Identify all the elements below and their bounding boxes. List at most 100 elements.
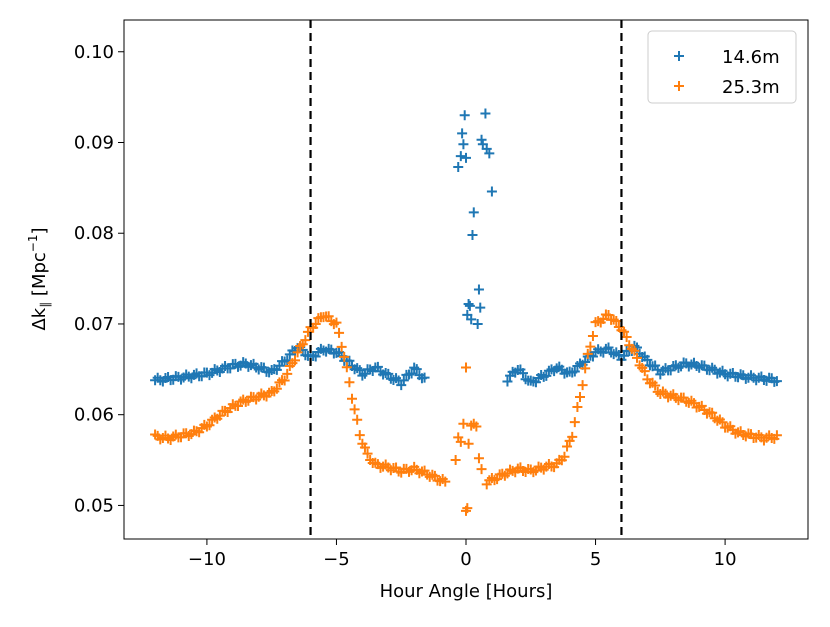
data-point [464, 300, 475, 311]
legend-marker [674, 81, 684, 91]
data-point [362, 448, 373, 459]
x-tick-label: −5 [323, 549, 350, 570]
data-point [463, 298, 474, 309]
data-point [717, 417, 728, 428]
y-tick-label: 0.08 [74, 223, 114, 244]
data-point [440, 476, 451, 487]
data-point [541, 370, 552, 381]
data-point [341, 362, 352, 373]
data-point [642, 354, 653, 365]
data-point [450, 455, 461, 466]
data-point [582, 348, 593, 359]
data-point [502, 376, 513, 387]
data-point [771, 430, 782, 441]
data-point [771, 376, 782, 387]
y-axis-label-subscript: ∥ [38, 302, 52, 308]
data-point [398, 375, 409, 386]
data-point [603, 342, 614, 353]
series-25.3m [150, 309, 782, 516]
data-point [569, 366, 580, 377]
x-axis-label: Hour Angle [Hours] [380, 581, 553, 602]
data-point [611, 315, 622, 326]
data-point [575, 391, 585, 402]
x-tick-label: 5 [590, 549, 601, 570]
data-point [471, 421, 482, 432]
data-point [484, 148, 495, 159]
data-point [569, 417, 580, 428]
data-point [466, 314, 477, 325]
data-point [585, 341, 596, 352]
data-point [300, 335, 311, 346]
legend: 14.6m 25.3m [647, 30, 797, 104]
data-point [336, 341, 347, 352]
legend-label: 14.6m [722, 47, 780, 68]
data-marks [150, 108, 782, 516]
data-point [473, 284, 484, 295]
legend-box [647, 30, 797, 104]
data-point [461, 362, 471, 373]
data-point [567, 431, 578, 442]
data-point [453, 161, 464, 172]
data-point [559, 451, 570, 462]
data-point [639, 366, 650, 377]
data-point [292, 347, 303, 358]
y-tick-label: 0.10 [74, 42, 114, 63]
data-point [344, 377, 355, 388]
y-axis-label-units: [Mpc [29, 252, 50, 302]
data-point [587, 331, 598, 342]
data-point [349, 404, 360, 415]
y-tick-label: 0.05 [74, 495, 114, 516]
data-point [480, 108, 491, 119]
data-point [419, 372, 430, 383]
data-point [580, 363, 591, 374]
y-tick-label: 0.07 [74, 314, 114, 335]
y-tick-label: 0.06 [74, 405, 114, 426]
data-point [406, 368, 417, 379]
data-point [562, 441, 573, 452]
data-point [204, 420, 215, 431]
data-point [354, 430, 365, 441]
data-point [650, 380, 661, 391]
data-point [282, 368, 293, 379]
y-axis-label: Δk∥ [Mpc−1] [26, 227, 52, 330]
data-point [344, 355, 355, 366]
data-point [475, 302, 486, 313]
y-axis-label-base: Δk [29, 307, 50, 330]
data-point [472, 318, 483, 329]
legend-marker [674, 51, 684, 61]
legend-label: 25.3m [722, 77, 780, 98]
data-point [473, 453, 484, 464]
data-point [476, 134, 487, 145]
legend-item: 14.6m [674, 47, 780, 68]
data-point [352, 414, 363, 425]
vertical-lines [309, 20, 623, 539]
data-point [632, 352, 642, 363]
x-axis-ticks: −10 −5 0 5 10 [188, 539, 737, 570]
y-axis-label-close: ] [29, 227, 50, 234]
data-point [459, 110, 470, 121]
x-tick-label: −10 [188, 549, 226, 570]
data-point [577, 380, 588, 391]
x-tick-label: 0 [460, 549, 471, 570]
data-point [271, 383, 282, 394]
data-point [455, 151, 466, 162]
data-point [310, 318, 321, 329]
data-point [359, 442, 370, 453]
y-tick-label: 0.09 [74, 132, 114, 153]
data-point [629, 345, 640, 356]
data-point [347, 393, 357, 404]
data-point [339, 351, 350, 362]
data-point [468, 207, 479, 218]
data-point [411, 364, 422, 375]
data-point [621, 331, 632, 342]
data-point [331, 317, 342, 328]
legend-item: 25.3m [674, 77, 780, 98]
data-point [476, 464, 487, 475]
data-point [467, 230, 478, 241]
data-point [458, 418, 469, 429]
data-point [463, 438, 474, 449]
y-axis-label-superscript: −1 [26, 234, 40, 252]
data-point [462, 503, 473, 514]
